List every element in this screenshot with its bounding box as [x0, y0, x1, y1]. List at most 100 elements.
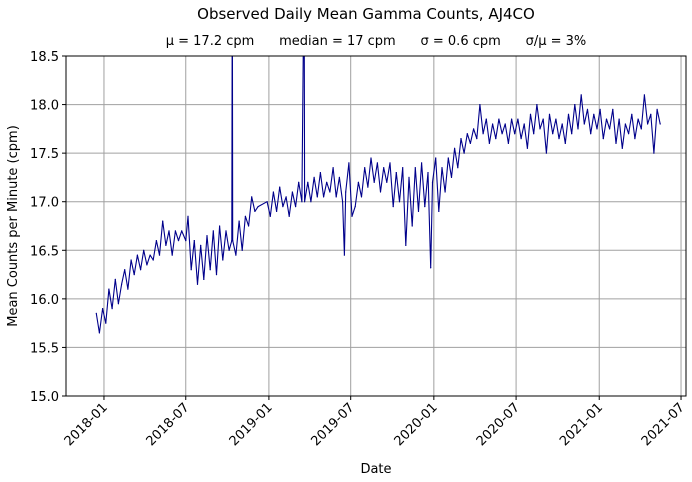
data-point [383, 167, 385, 169]
data-point [193, 240, 195, 242]
data-point [329, 191, 331, 193]
data-point [523, 123, 525, 125]
data-point [454, 147, 456, 149]
data-point [266, 201, 268, 203]
chart-subtitle: μ = 17.2 cpm median = 17 cpm σ = 0.6 cpm… [166, 34, 587, 49]
data-point [177, 240, 180, 242]
data-point [238, 220, 240, 222]
data-point [272, 191, 274, 193]
data-point [476, 138, 478, 140]
data-point [514, 133, 516, 135]
data-point [605, 118, 608, 120]
data-point [431, 181, 434, 183]
x-tick-label: 2018-07 [144, 400, 193, 449]
data-point [637, 118, 639, 120]
data-point [373, 181, 375, 183]
data-point [621, 147, 623, 149]
data-point [561, 123, 563, 125]
data-point [564, 142, 566, 144]
data-point [313, 176, 315, 178]
data-point [424, 206, 426, 208]
data-point [174, 230, 176, 232]
data-point [117, 303, 119, 305]
data-point [421, 162, 423, 164]
data-point [209, 269, 211, 271]
data-point [402, 167, 404, 169]
data-point [345, 191, 347, 193]
data-point [232, 240, 234, 242]
data-point [140, 269, 142, 271]
x-tick-label: 2019-07 [308, 400, 357, 449]
y-tick-label: 16.5 [30, 244, 59, 259]
data-point [155, 240, 157, 242]
data-point [244, 215, 246, 217]
data-point [389, 162, 391, 164]
data-point [146, 264, 148, 266]
data-point [590, 133, 592, 135]
data-point [124, 269, 126, 271]
data-point [529, 113, 532, 115]
data-point [354, 206, 356, 208]
data-point [473, 128, 475, 130]
x-tick-label: 2019-01 [227, 400, 276, 449]
data-point [152, 259, 154, 261]
data-point [248, 225, 250, 227]
chart-title: Observed Daily Mean Gamma Counts, AJ4CO [197, 5, 535, 23]
data-point [190, 269, 192, 271]
data-point [586, 108, 589, 110]
plot-frame [65, 55, 687, 397]
data-point [507, 142, 509, 144]
data-point [656, 108, 658, 110]
data-point [511, 118, 513, 120]
data-point [168, 230, 170, 232]
data-point [133, 274, 135, 276]
data-point [326, 181, 328, 183]
data-point [254, 210, 256, 212]
data-point [95, 312, 97, 314]
x-tick-label: 2020-01 [392, 400, 441, 449]
data-point [269, 215, 271, 217]
data-point [463, 152, 465, 154]
data-point [348, 162, 350, 164]
data-point [158, 254, 161, 256]
data-point [427, 172, 429, 174]
data-point [441, 167, 443, 169]
data-point [624, 123, 627, 125]
data-point [212, 230, 214, 232]
data-point [165, 244, 167, 246]
data-point [241, 249, 243, 251]
data-point [127, 288, 129, 290]
x-tick-label: 2021-01 [557, 400, 606, 449]
data-point [295, 206, 297, 208]
y-tick-label: 18.0 [30, 99, 59, 114]
data-point [130, 259, 132, 261]
data-point [457, 167, 459, 169]
data-point [121, 283, 123, 285]
y-axis-label: Mean Counts per Minute (cpm) [6, 125, 21, 327]
data-point [288, 215, 290, 217]
data-point [395, 172, 397, 174]
y-tick-label: 17.5 [30, 147, 59, 162]
data-point [114, 278, 116, 280]
data-point [520, 138, 522, 140]
y-tick-label: 15.0 [30, 390, 59, 405]
data-point [539, 128, 541, 130]
data-point [143, 249, 145, 251]
data-point [492, 123, 494, 125]
data-point [653, 152, 655, 154]
data-point [162, 220, 164, 222]
data-point [251, 196, 253, 198]
data-point [215, 274, 218, 276]
data-point [357, 181, 359, 183]
data-point [609, 128, 611, 130]
data-point [298, 181, 300, 183]
data-point [567, 113, 570, 115]
series-line [95, 56, 661, 334]
data-point [225, 230, 227, 232]
data-point [501, 133, 503, 135]
y-tick-label: 16.0 [30, 293, 59, 308]
grid [66, 55, 686, 397]
data-point [231, 240, 233, 242]
y-tick-label: 18.5 [30, 50, 59, 65]
